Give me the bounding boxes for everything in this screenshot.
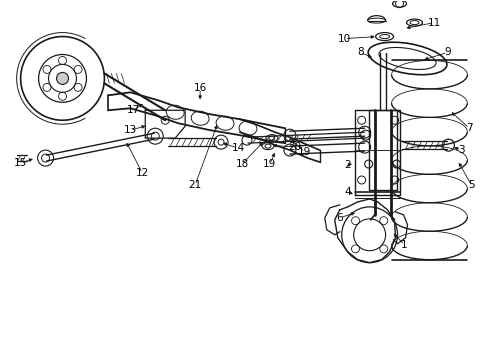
Text: 5: 5 — [467, 180, 474, 190]
Text: 1: 1 — [401, 240, 407, 250]
Text: 18: 18 — [235, 159, 248, 169]
Text: 11: 11 — [427, 18, 440, 28]
Text: 19: 19 — [263, 159, 276, 169]
Text: 10: 10 — [338, 33, 350, 44]
Text: 17: 17 — [126, 105, 140, 115]
Text: 8: 8 — [357, 48, 363, 58]
Bar — [368, 110, 396, 190]
Text: 3: 3 — [457, 145, 464, 155]
Text: 4: 4 — [344, 187, 350, 197]
Text: 19: 19 — [298, 147, 311, 157]
Text: 21: 21 — [188, 180, 202, 190]
Text: 14: 14 — [231, 143, 244, 153]
Text: 6: 6 — [336, 213, 343, 223]
Text: 7: 7 — [465, 123, 472, 133]
Text: 16: 16 — [193, 84, 206, 93]
Text: 9: 9 — [443, 48, 450, 58]
Text: 2: 2 — [344, 160, 350, 170]
Text: 15: 15 — [14, 158, 27, 168]
Text: 13: 13 — [123, 125, 137, 135]
Text: 20: 20 — [288, 142, 301, 152]
Text: 12: 12 — [135, 168, 149, 178]
Circle shape — [57, 72, 68, 84]
